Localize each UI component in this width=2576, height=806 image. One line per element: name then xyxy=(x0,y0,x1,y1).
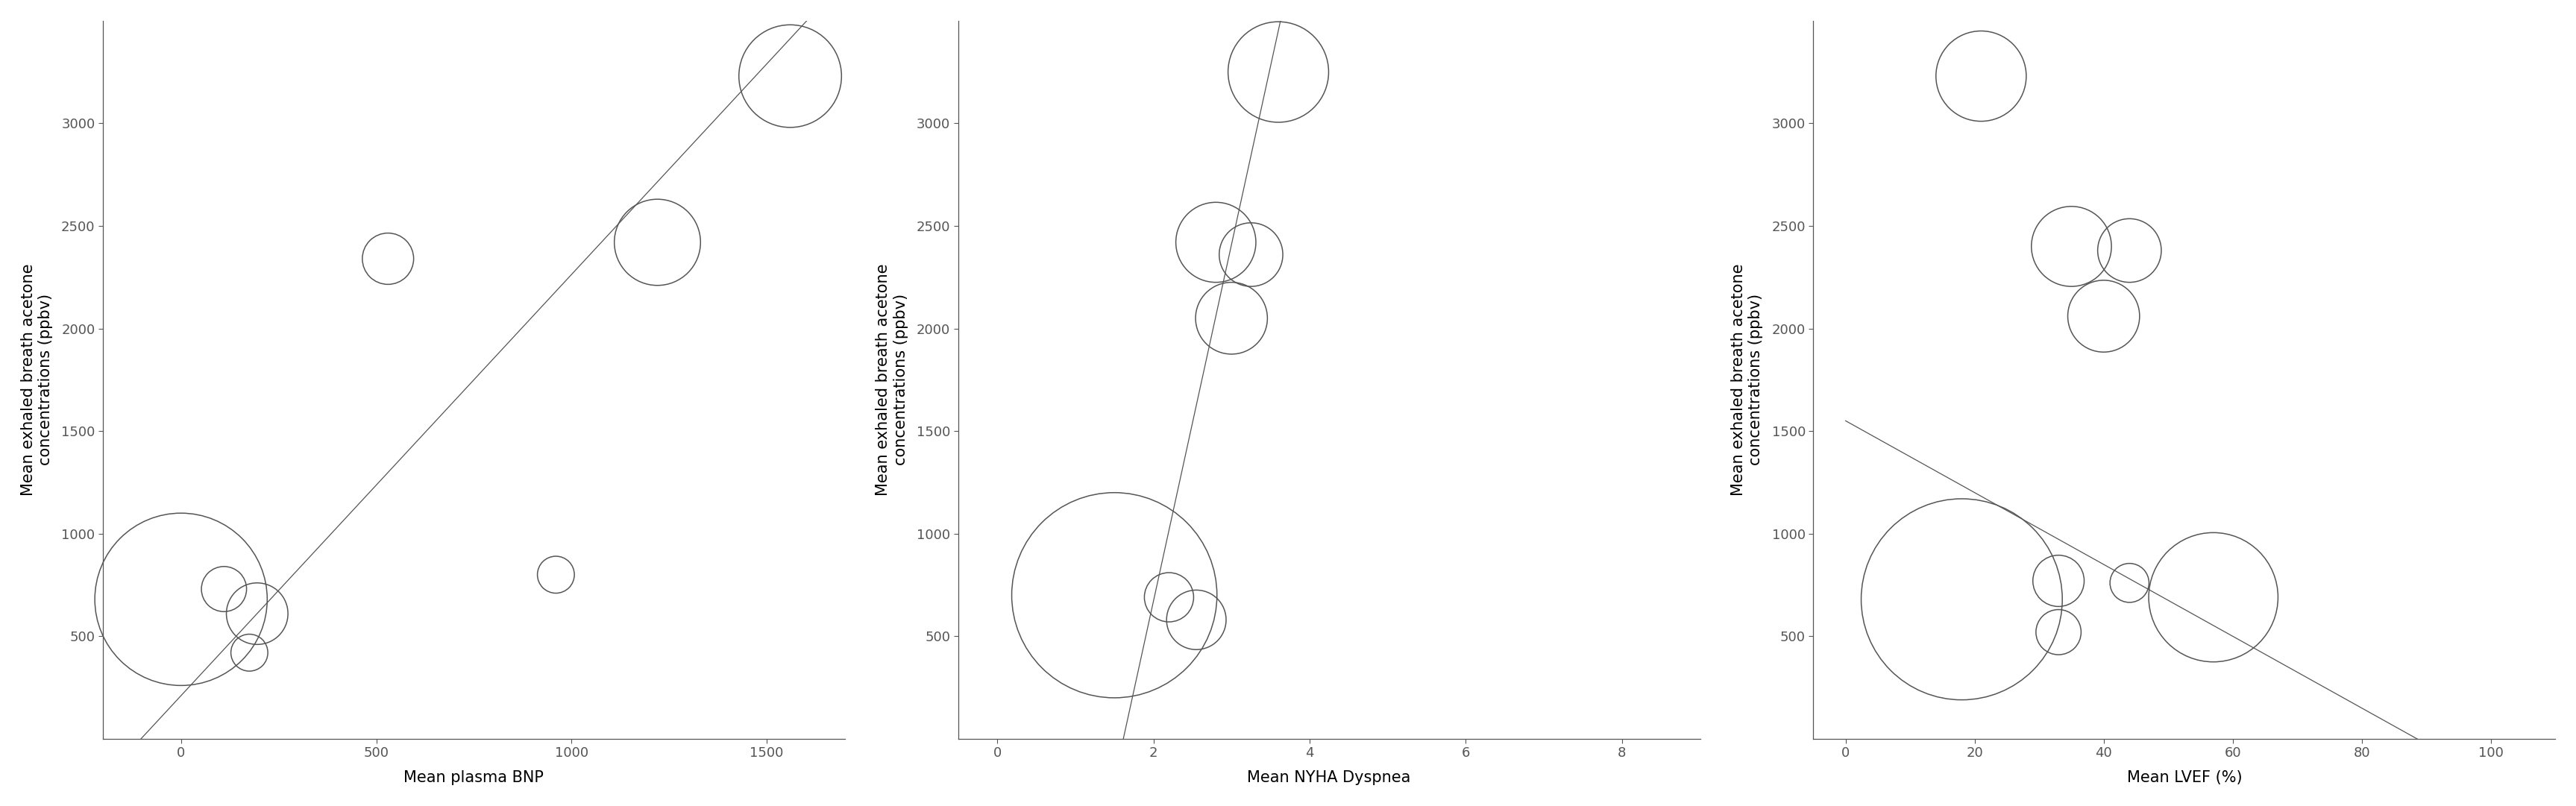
X-axis label: Mean plasma BNP: Mean plasma BNP xyxy=(404,771,544,785)
X-axis label: Mean LVEF (%): Mean LVEF (%) xyxy=(2128,771,2241,785)
Y-axis label: Mean exhaled breath acetone
concentrations (ppbv): Mean exhaled breath acetone concentratio… xyxy=(876,264,909,496)
Y-axis label: Mean exhaled breath acetone
concentrations (ppbv): Mean exhaled breath acetone concentratio… xyxy=(21,264,54,496)
Y-axis label: Mean exhaled breath acetone
concentrations (ppbv): Mean exhaled breath acetone concentratio… xyxy=(1731,264,1765,496)
X-axis label: Mean NYHA Dyspnea: Mean NYHA Dyspnea xyxy=(1247,771,1412,785)
